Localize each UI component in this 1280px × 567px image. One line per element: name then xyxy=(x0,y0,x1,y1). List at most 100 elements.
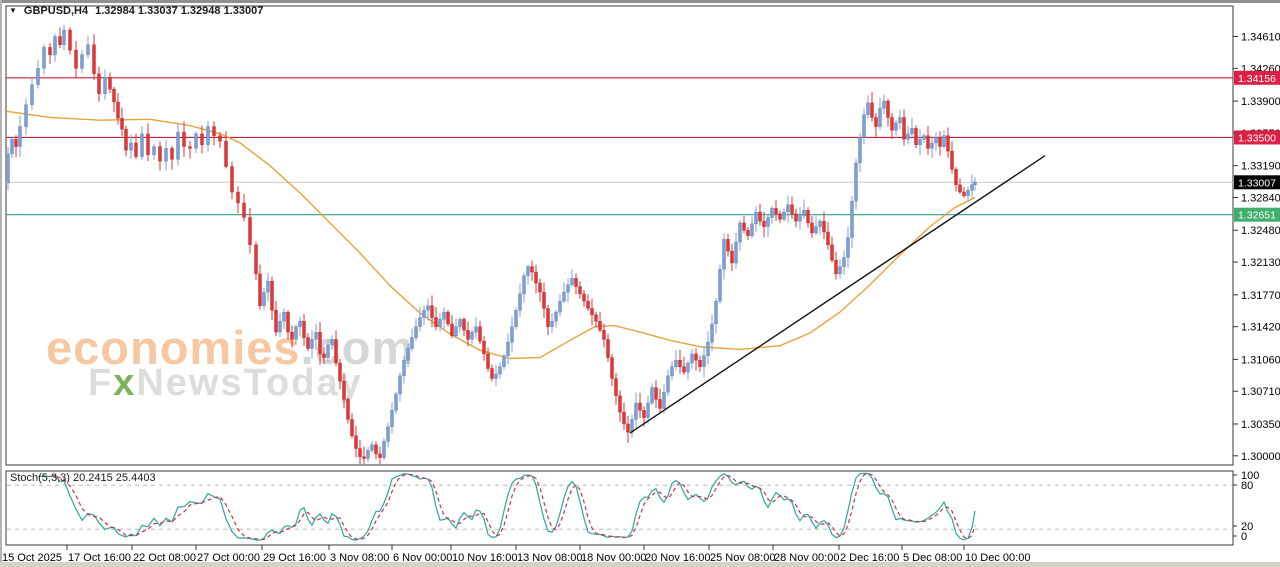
candle xyxy=(270,276,274,321)
candle xyxy=(254,241,258,280)
candle xyxy=(302,313,306,346)
candle xyxy=(30,77,34,110)
candle xyxy=(710,314,714,351)
candle xyxy=(390,402,394,434)
candle xyxy=(634,392,638,429)
window-top-edge xyxy=(0,0,1280,3)
stoch-tick-label: 20 xyxy=(1241,521,1253,533)
candle xyxy=(654,380,658,409)
candle xyxy=(212,121,216,146)
candle xyxy=(298,316,302,336)
candle xyxy=(406,343,410,367)
candle xyxy=(534,264,538,294)
candle xyxy=(738,220,742,251)
candle xyxy=(930,136,934,159)
candle xyxy=(818,218,822,235)
candle xyxy=(626,416,630,443)
candle xyxy=(318,322,322,365)
svg-text:1.34156: 1.34156 xyxy=(1238,73,1276,85)
watermark-tagline-x: x xyxy=(113,362,137,404)
candle xyxy=(754,206,758,232)
chart-title-bar: ▼ GBPUSD,H4 1.32984 1.33037 1.32948 1.33… xyxy=(9,5,263,17)
y-tick-label: 1.30000 xyxy=(1241,451,1280,463)
candle xyxy=(782,208,786,222)
x-tick-label: 18 Nov 00:00 xyxy=(581,552,646,564)
candle xyxy=(942,130,946,149)
candle xyxy=(206,120,210,152)
candle xyxy=(176,122,180,166)
price-badge-1-34156: 1.34156 xyxy=(1234,70,1280,85)
candle xyxy=(230,161,234,200)
candle xyxy=(586,294,590,312)
candle xyxy=(494,364,498,387)
candle xyxy=(326,339,330,362)
candle xyxy=(870,92,874,122)
candle xyxy=(646,395,650,424)
candle xyxy=(966,186,970,201)
time-axis: 15 Oct 2025 17 Oct 16:00 22 Oct 08:00 27 Oc… xyxy=(2,545,1030,564)
trendline[interactable] xyxy=(629,155,1046,434)
y-tick-label: 1.33190 xyxy=(1241,161,1280,173)
candle xyxy=(124,125,128,157)
candle xyxy=(858,133,862,173)
candle xyxy=(310,330,314,359)
candle xyxy=(346,397,350,424)
stoch-current-values: 20.2415 25.4403 xyxy=(72,472,156,484)
candle xyxy=(850,196,854,249)
x-tick-label: 28 Nov 00:00 xyxy=(774,552,839,564)
candle xyxy=(68,27,72,55)
candle xyxy=(470,329,474,345)
candle xyxy=(120,107,124,137)
candle xyxy=(766,215,770,238)
candle xyxy=(734,232,738,269)
stochastic-indicator-label: Stoch(5,3,3) 20.2415 25.4403 xyxy=(10,472,156,484)
candle xyxy=(370,441,374,453)
ma-line xyxy=(7,110,976,360)
candle xyxy=(790,196,794,219)
candle xyxy=(462,317,466,336)
stoch-name: Stoch(5,3,3) xyxy=(10,472,70,484)
x-tick-label: 27 Oct 00:00 xyxy=(197,552,260,564)
watermark-tagline-rest: NewsToday xyxy=(136,362,363,404)
candle xyxy=(810,216,814,239)
candle xyxy=(878,98,882,130)
x-tick-label: 25 Nov 08:00 xyxy=(710,552,775,564)
candle xyxy=(224,131,228,169)
stoch-panel-border xyxy=(5,470,1234,546)
candle xyxy=(614,372,618,405)
candle xyxy=(910,117,914,139)
candle xyxy=(48,42,52,64)
candles-layer xyxy=(7,24,977,464)
candle xyxy=(454,318,458,339)
candle xyxy=(950,141,954,174)
y-tick-label: 1.31420 xyxy=(1241,322,1280,334)
candle xyxy=(146,123,150,162)
symbol-timeframe-label: GBPUSD,H4 xyxy=(23,5,89,17)
candle xyxy=(746,226,750,240)
candle xyxy=(446,309,450,327)
candle xyxy=(610,353,614,387)
candle xyxy=(686,360,690,380)
candle xyxy=(486,347,490,372)
candle xyxy=(258,264,262,310)
candle xyxy=(14,135,18,157)
candle xyxy=(578,281,582,299)
candle xyxy=(42,44,46,75)
candle xyxy=(718,264,722,304)
candle xyxy=(618,390,622,422)
candle xyxy=(236,186,240,214)
candle xyxy=(490,364,494,382)
main-panel-border xyxy=(5,5,1234,466)
candle xyxy=(926,126,930,156)
candle xyxy=(522,272,526,303)
x-tick-label: 13 Nov 08:00 xyxy=(517,552,582,564)
svg-text:1.33007: 1.33007 xyxy=(1238,177,1276,189)
candle xyxy=(458,317,462,333)
candle xyxy=(814,216,818,236)
x-tick-label: 15 Oct 2025 xyxy=(2,552,62,564)
x-tick-label: 10 Nov 16:00 xyxy=(452,552,517,564)
candle xyxy=(266,272,270,302)
